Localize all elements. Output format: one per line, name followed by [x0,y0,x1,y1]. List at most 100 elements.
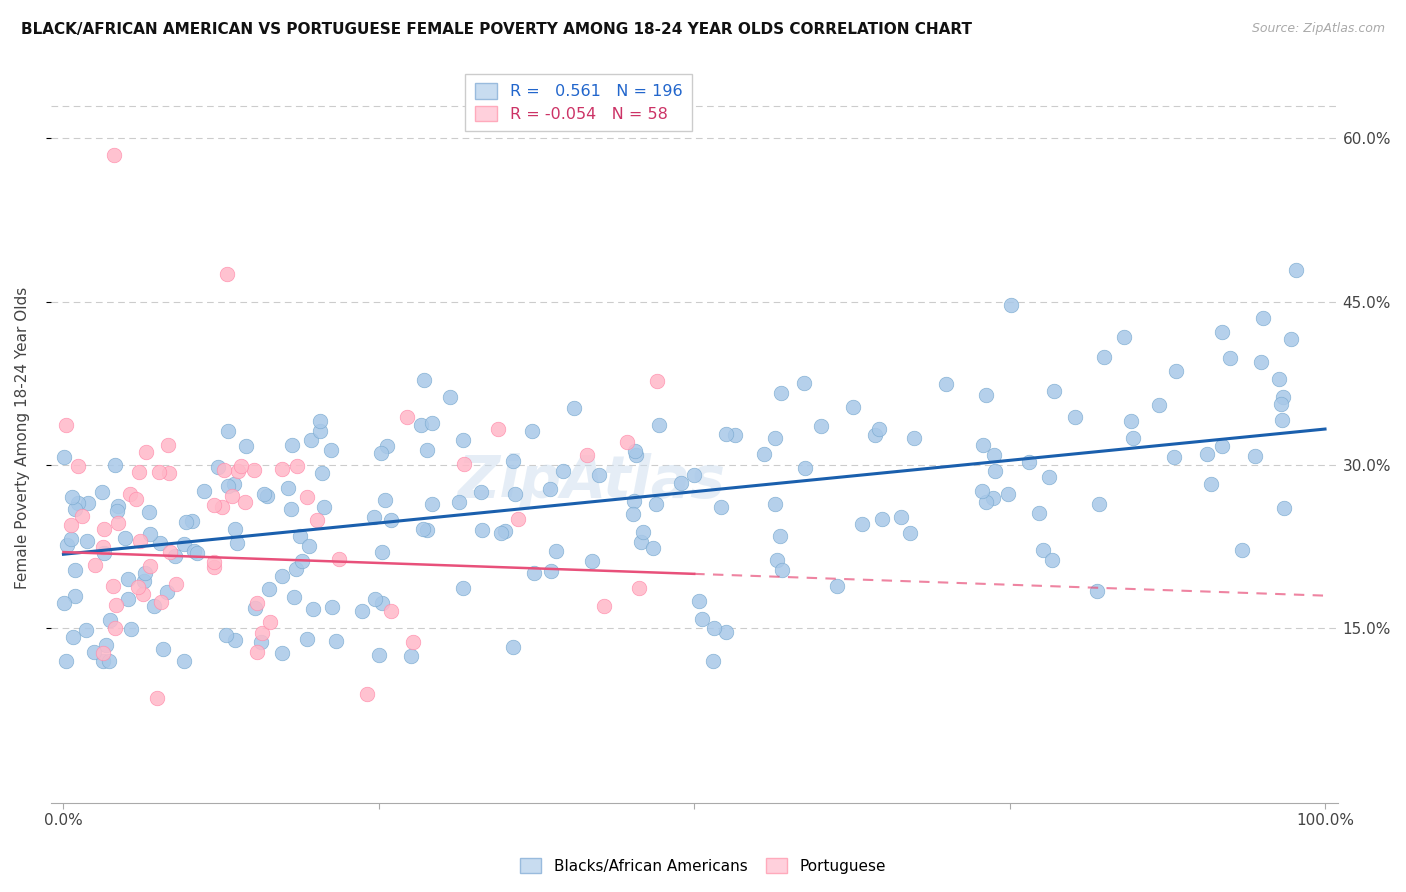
Point [546,543,568,558]
Point [224,477,246,491]
Point [256,489,278,503]
Point [1038,470,1060,484]
Point [395,409,418,424]
Point [311,466,333,480]
Text: Source: ZipAtlas.com: Source: ZipAtlas.com [1251,22,1385,36]
Point [1201,476,1223,491]
Point [752,447,775,461]
Point [217,479,239,493]
Point [630,534,652,549]
Point [117,592,139,607]
Point [250,635,273,649]
Point [120,622,142,636]
Point [120,487,142,501]
Point [793,460,815,475]
Point [52,450,75,464]
Point [52,596,75,610]
Point [399,649,422,664]
Point [374,492,396,507]
Point [157,466,180,480]
Point [890,510,912,524]
Point [305,513,328,527]
Point [553,464,575,478]
Point [870,512,893,526]
Point [308,414,330,428]
Point [243,600,266,615]
Point [148,465,170,479]
Point [139,527,162,541]
Point [149,594,172,608]
Point [93,546,115,560]
Point [363,509,385,524]
Y-axis label: Female Poverty Among 18-24 Year Olds: Female Poverty Among 18-24 Year Olds [15,286,30,589]
Point [314,500,336,514]
Point [1195,447,1218,461]
Point [523,566,546,581]
Point [903,432,925,446]
Point [562,401,585,415]
Point [202,560,225,574]
Point [132,587,155,601]
Point [283,590,305,604]
Point [135,445,157,459]
Point [325,633,347,648]
Point [60,517,83,532]
Point [1251,310,1274,325]
Point [186,546,208,560]
Point [669,475,692,490]
Point [631,525,654,540]
Point [648,418,671,433]
Point [581,553,603,567]
Point [1122,431,1144,445]
Point [703,621,725,635]
Point [1211,439,1233,453]
Point [851,516,873,531]
Point [451,433,474,447]
Point [207,460,229,475]
Legend: R =   0.561   N = 196, R = -0.054   N = 58: R = 0.561 N = 196, R = -0.054 N = 58 [465,74,692,131]
Point [83,645,105,659]
Point [221,489,243,503]
Point [1092,351,1115,365]
Point [825,579,848,593]
Point [972,438,994,452]
Point [1043,384,1066,398]
Point [143,599,166,613]
Point [898,526,921,541]
Point [202,498,225,512]
Point [105,504,128,518]
Point [413,373,436,387]
Point [214,463,236,477]
Point [117,572,139,586]
Point [471,523,494,537]
Point [100,613,122,627]
Point [628,582,651,596]
Point [173,537,195,551]
Point [60,491,83,505]
Point [270,569,292,583]
Point [352,604,374,618]
Point [270,462,292,476]
Point [765,553,787,567]
Point [65,501,87,516]
Point [328,552,350,566]
Point [375,440,398,454]
Point [370,596,392,610]
Point [215,628,238,642]
Point [1112,330,1135,344]
Point [280,437,302,451]
Point [645,497,668,511]
Point [770,563,793,577]
Point [217,425,239,439]
Point [97,654,120,668]
Point [77,496,100,510]
Point [217,268,239,282]
Point [997,487,1019,501]
Point [489,525,512,540]
Legend: Blacks/African Americans, Portuguese: Blacks/African Americans, Portuguese [515,852,891,880]
Point [242,463,264,477]
Text: ZipAtlas: ZipAtlas [457,453,725,510]
Point [226,464,249,478]
Point [683,468,706,483]
Point [412,522,434,536]
